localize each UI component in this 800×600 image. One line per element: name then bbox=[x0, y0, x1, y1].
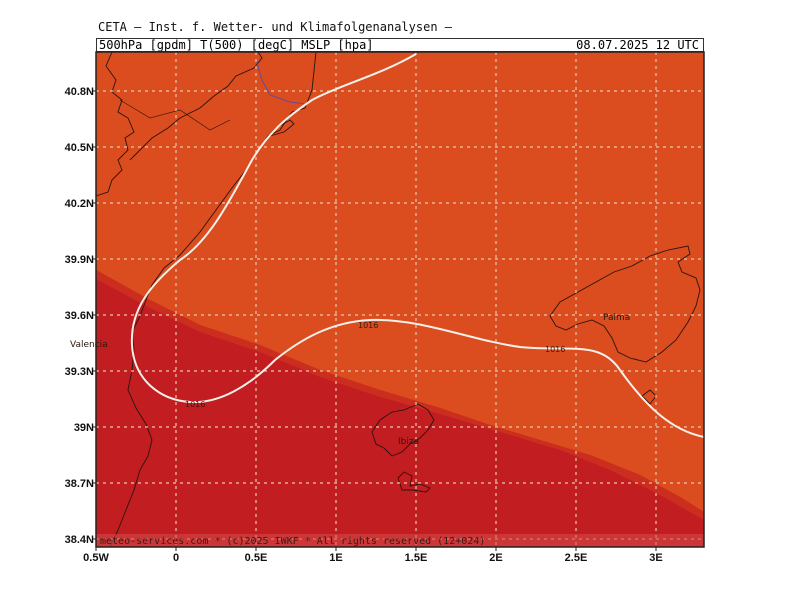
isobar-line-1016-north bbox=[130, 53, 704, 438]
lon-label: 2E bbox=[489, 552, 502, 564]
valid-time-label: 08.07.2025 12 UTC bbox=[576, 38, 699, 52]
lon-label: 1.5E bbox=[405, 552, 428, 564]
lat-label: 39.6N bbox=[65, 310, 94, 322]
lat-label: 40.8N bbox=[65, 86, 94, 98]
city-label-valencia: Valencia bbox=[70, 340, 108, 350]
lon-label: 0.5E bbox=[245, 552, 268, 564]
isobar-label: 1016 bbox=[545, 345, 565, 354]
city-label-ibiza: Ibiza bbox=[398, 437, 419, 447]
lat-label: 38.7N bbox=[65, 478, 94, 490]
region-border bbox=[255, 59, 306, 105]
footer-strip bbox=[96, 534, 704, 547]
chart-title: CETA — Inst. f. Wetter- und Klimafolgena… bbox=[98, 20, 453, 34]
map-frame bbox=[95, 51, 705, 548]
lon-label: 1E bbox=[329, 552, 342, 564]
isobar-label: 1016 bbox=[358, 321, 378, 330]
coastlines bbox=[96, 52, 701, 547]
parameters-label: 500hPa [gpdm] T(500) [degC] MSLP [hpa] bbox=[99, 38, 374, 52]
lat-label: 38.4N bbox=[65, 534, 94, 546]
city-label-palma: Palma bbox=[603, 313, 630, 323]
temperature-zone-hot bbox=[96, 270, 704, 547]
lon-label: 0.5W bbox=[83, 552, 109, 564]
lon-label: 3E bbox=[649, 552, 662, 564]
isobars bbox=[130, 53, 704, 438]
lon-label: 2.5E bbox=[565, 552, 588, 564]
copyright-footer: meteo-services.com * (c)2025 IWKF * All … bbox=[100, 536, 485, 547]
lat-label: 39.9N bbox=[65, 254, 94, 266]
isobar-label: 1016 bbox=[185, 400, 205, 409]
lat-label: 39.3N bbox=[65, 366, 94, 378]
lon-label: 0 bbox=[173, 552, 179, 564]
lat-label: 39N bbox=[74, 422, 94, 434]
lat-label: 40.2N bbox=[65, 198, 94, 210]
latitude-labels: 40.8N 40.5N 40.2N 39.9N 39.6N 39.3N 39N … bbox=[65, 86, 94, 546]
longitude-labels: 0.5W 0 0.5E 1E 1.5E 2E 2.5E 3E bbox=[83, 552, 663, 564]
lat-label: 40.5N bbox=[65, 142, 94, 154]
